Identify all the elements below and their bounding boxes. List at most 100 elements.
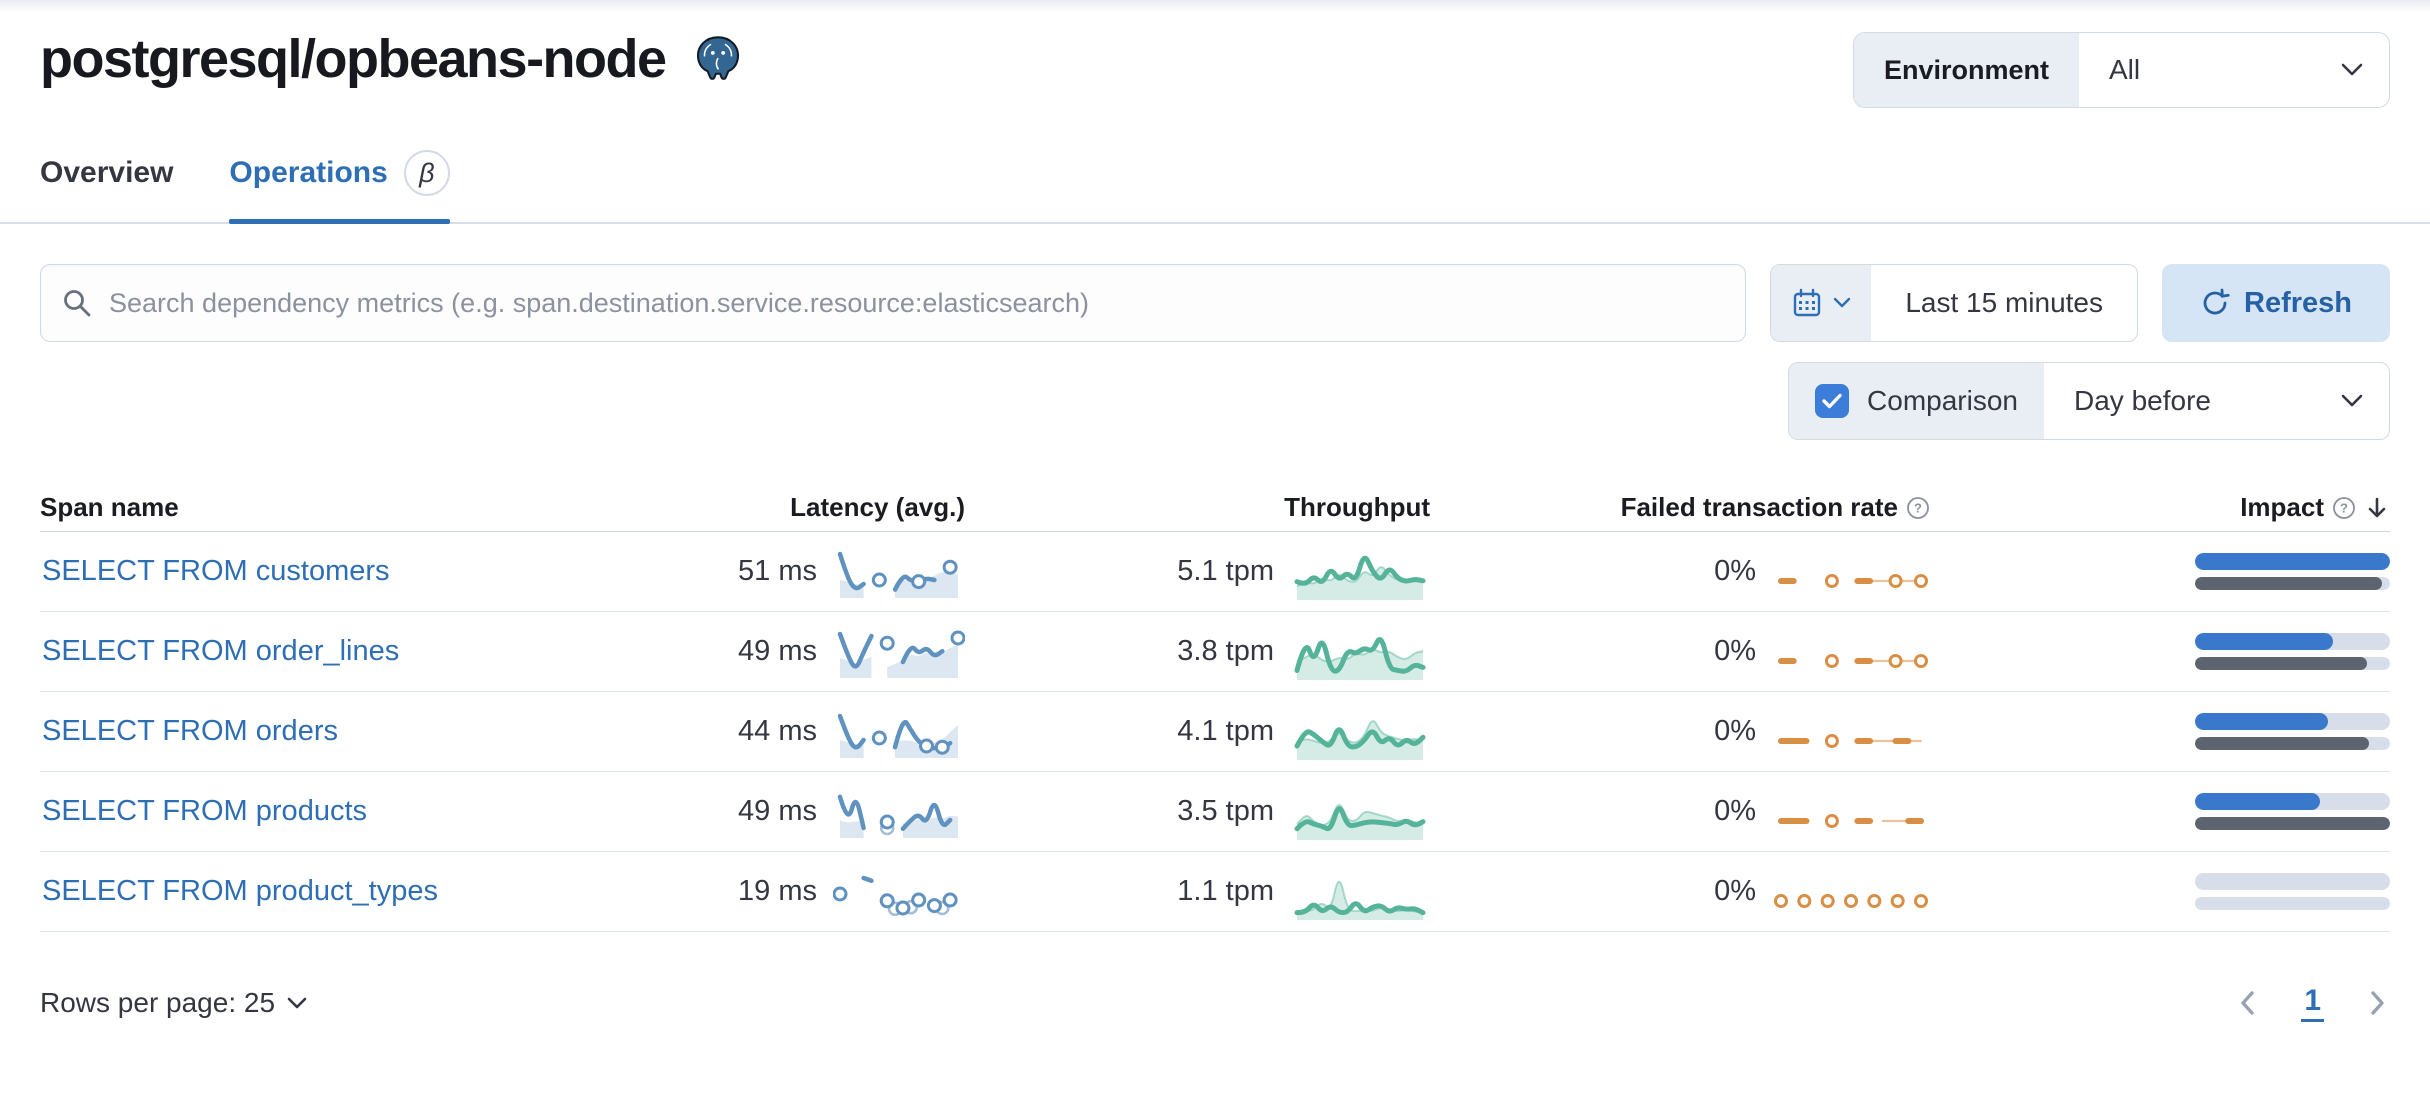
chevron-down-icon bbox=[287, 997, 307, 1010]
span-name-link[interactable]: SELECT FROM products bbox=[42, 795, 368, 827]
comparison-control: Comparison Day before bbox=[1788, 362, 2390, 440]
impact-bars bbox=[2195, 633, 2390, 670]
latency-value: 19 ms bbox=[738, 875, 817, 907]
failed-rate-sparkline bbox=[1778, 813, 1924, 828]
comparison-row: Comparison Day before bbox=[0, 362, 2430, 440]
impact-bar-current bbox=[2195, 633, 2334, 650]
chevron-down-icon bbox=[2341, 394, 2363, 408]
column-header-throughput[interactable]: Throughput bbox=[1284, 492, 1430, 522]
throughput-sparkline bbox=[1294, 555, 1426, 600]
sort-descending-arrow-icon bbox=[2364, 495, 2390, 521]
comparison-label: Comparison bbox=[1867, 385, 2018, 416]
table-row: SELECT FROM products 49 ms 3.5 tpm 0% bbox=[40, 772, 2390, 852]
throughput-value: 4.1 tpm bbox=[1177, 715, 1274, 747]
toolbar: Last 15 minutes Refresh bbox=[0, 264, 2430, 342]
search-input[interactable] bbox=[109, 287, 1726, 319]
failed-rate-value: 0% bbox=[1714, 635, 1756, 667]
refresh-icon bbox=[2200, 288, 2230, 318]
table-row: SELECT FROM customers 51 ms 5.1 tpm 0% bbox=[40, 532, 2390, 612]
throughput-value: 3.5 tpm bbox=[1177, 795, 1274, 827]
next-page-icon[interactable] bbox=[2364, 987, 2390, 1019]
impact-bar-current bbox=[2195, 713, 2328, 730]
failed-rate-value: 0% bbox=[1714, 555, 1756, 587]
page-number[interactable]: 1 bbox=[2301, 984, 2324, 1022]
latency-value: 51 ms bbox=[738, 555, 817, 587]
table-header-row: Span name Latency (avg.) Throughput Fail… bbox=[40, 484, 2390, 532]
latency-sparkline bbox=[837, 630, 965, 678]
environment-value: All bbox=[2109, 54, 2141, 85]
tabs: Overview Operations β bbox=[0, 150, 2430, 224]
chevron-down-icon bbox=[1833, 297, 1851, 309]
operations-table: Span name Latency (avg.) Throughput Fail… bbox=[0, 484, 2430, 932]
throughput-sparkline bbox=[1294, 880, 1426, 920]
throughput-value: 5.1 tpm bbox=[1177, 555, 1274, 587]
impact-bar-previous bbox=[2195, 737, 2369, 750]
span-name-link[interactable]: SELECT FROM orders bbox=[42, 715, 338, 747]
column-header-span-name[interactable]: Span name bbox=[40, 492, 179, 522]
impact-bar-current bbox=[2195, 793, 2320, 810]
failed-rate-value: 0% bbox=[1714, 875, 1756, 907]
failed-rate-sparkline bbox=[1774, 893, 1928, 908]
impact-bar-current bbox=[2195, 553, 2390, 570]
throughput-sparkline bbox=[1294, 803, 1426, 840]
search-icon bbox=[61, 287, 93, 319]
impact-bars bbox=[2195, 553, 2390, 590]
refresh-button[interactable]: Refresh bbox=[2162, 264, 2390, 342]
tab-overview[interactable]: Overview bbox=[40, 156, 174, 189]
comparison-value: Day before bbox=[2074, 385, 2211, 416]
question-circle-icon: ? bbox=[2332, 496, 2356, 520]
svg-text:?: ? bbox=[2340, 500, 2348, 515]
top-fade bbox=[0, 0, 2430, 12]
latency-value: 44 ms bbox=[738, 715, 817, 747]
svg-text:?: ? bbox=[1914, 500, 1922, 515]
rows-per-page-button[interactable]: Rows per page: 25 bbox=[40, 987, 307, 1019]
pagination: 1 bbox=[2235, 984, 2390, 1022]
table-row: SELECT FROM order_lines 49 ms 3.8 tpm 0% bbox=[40, 612, 2390, 692]
table-row: SELECT FROM orders 44 ms 4.1 tpm 0% bbox=[40, 692, 2390, 772]
environment-selector[interactable]: Environment All bbox=[1852, 32, 2390, 108]
beta-badge: β bbox=[403, 150, 450, 196]
throughput-sparkline bbox=[1294, 719, 1426, 760]
failed-rate-value: 0% bbox=[1714, 795, 1756, 827]
search-box[interactable] bbox=[40, 264, 1747, 342]
environment-value-dropdown[interactable]: All bbox=[2079, 33, 2389, 107]
column-header-latency[interactable]: Latency (avg.) bbox=[790, 492, 965, 522]
failed-rate-sparkline bbox=[1778, 733, 1923, 748]
span-name-link[interactable]: SELECT FROM order_lines bbox=[42, 635, 400, 667]
impact-bars bbox=[2195, 793, 2390, 830]
page-header: postgresql/opbeans-node Environment All bbox=[0, 12, 2430, 108]
throughput-value: 3.8 tpm bbox=[1177, 635, 1274, 667]
refresh-label: Refresh bbox=[2244, 286, 2352, 319]
table-footer: Rows per page: 25 1 bbox=[0, 984, 2430, 1022]
impact-bar-previous bbox=[2195, 577, 2383, 590]
comparison-checkbox[interactable] bbox=[1815, 384, 1850, 418]
tab-operations[interactable]: Operations β bbox=[229, 150, 451, 224]
latency-sparkline bbox=[833, 875, 958, 916]
span-name-link[interactable]: SELECT FROM customers bbox=[42, 555, 390, 587]
calendar-icon bbox=[1791, 287, 1823, 319]
column-header-impact[interactable]: Impact ? bbox=[1930, 492, 2390, 523]
previous-page-icon[interactable] bbox=[2235, 987, 2261, 1019]
question-circle-icon: ? bbox=[1906, 496, 1930, 520]
environment-label: Environment bbox=[1853, 33, 2079, 107]
failed-rate-sparkline bbox=[1778, 653, 1928, 668]
table-row: SELECT FROM product_types 19 ms 1.1 tpm … bbox=[40, 852, 2390, 932]
throughput-sparkline bbox=[1294, 636, 1426, 680]
latency-value: 49 ms bbox=[738, 795, 817, 827]
failed-rate-sparkline bbox=[1778, 573, 1928, 588]
table-body: SELECT FROM customers 51 ms 5.1 tpm 0% S… bbox=[40, 532, 2390, 932]
throughput-value: 1.1 tpm bbox=[1177, 875, 1274, 907]
date-picker: Last 15 minutes bbox=[1770, 264, 2138, 342]
date-picker-calendar-button[interactable] bbox=[1771, 265, 1872, 341]
span-name-link[interactable]: SELECT FROM product_types bbox=[42, 875, 438, 907]
time-range-button[interactable]: Last 15 minutes bbox=[1905, 287, 2103, 318]
column-header-failed-rate[interactable]: Failed transaction rate ? bbox=[1430, 492, 1930, 523]
postgresql-elephant-icon bbox=[692, 33, 744, 85]
comparison-value-dropdown[interactable]: Day before bbox=[2044, 363, 2389, 439]
latency-value: 49 ms bbox=[738, 635, 817, 667]
impact-bar-previous bbox=[2195, 817, 2390, 830]
failed-rate-value: 0% bbox=[1714, 715, 1756, 747]
latency-sparkline bbox=[837, 551, 958, 598]
impact-bar-previous bbox=[2195, 657, 2367, 670]
chevron-down-icon bbox=[2341, 63, 2363, 77]
